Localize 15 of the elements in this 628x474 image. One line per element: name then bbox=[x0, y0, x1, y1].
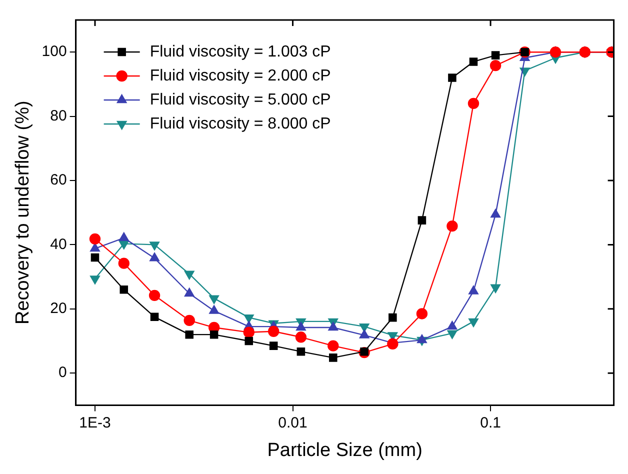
y-tick-label: 80 bbox=[50, 107, 67, 124]
y-tick-label: 40 bbox=[50, 236, 67, 253]
x-tick-label: 0.1 bbox=[480, 414, 501, 432]
legend-label: Fluid viscosity = 1.003 cP bbox=[150, 43, 331, 60]
legend-label: Fluid viscosity = 8.000 cP bbox=[150, 115, 331, 132]
y-axis-title: Recovery to underflow (%) bbox=[12, 100, 34, 325]
y-tick-label: 60 bbox=[50, 172, 67, 189]
x-tick-label: 1E-3 bbox=[79, 414, 111, 432]
x-axis-title: Particle Size (mm) bbox=[267, 440, 422, 461]
x-tick-label: 0.01 bbox=[278, 414, 308, 432]
y-tick-label: 100 bbox=[42, 43, 67, 60]
y-tick-label: 20 bbox=[50, 300, 67, 318]
legend-label: Fluid viscosity = 5.000 cP bbox=[150, 91, 331, 108]
legend-label: Fluid viscosity = 2.000 cP bbox=[150, 67, 331, 84]
y-tick-label: 0 bbox=[58, 364, 67, 382]
